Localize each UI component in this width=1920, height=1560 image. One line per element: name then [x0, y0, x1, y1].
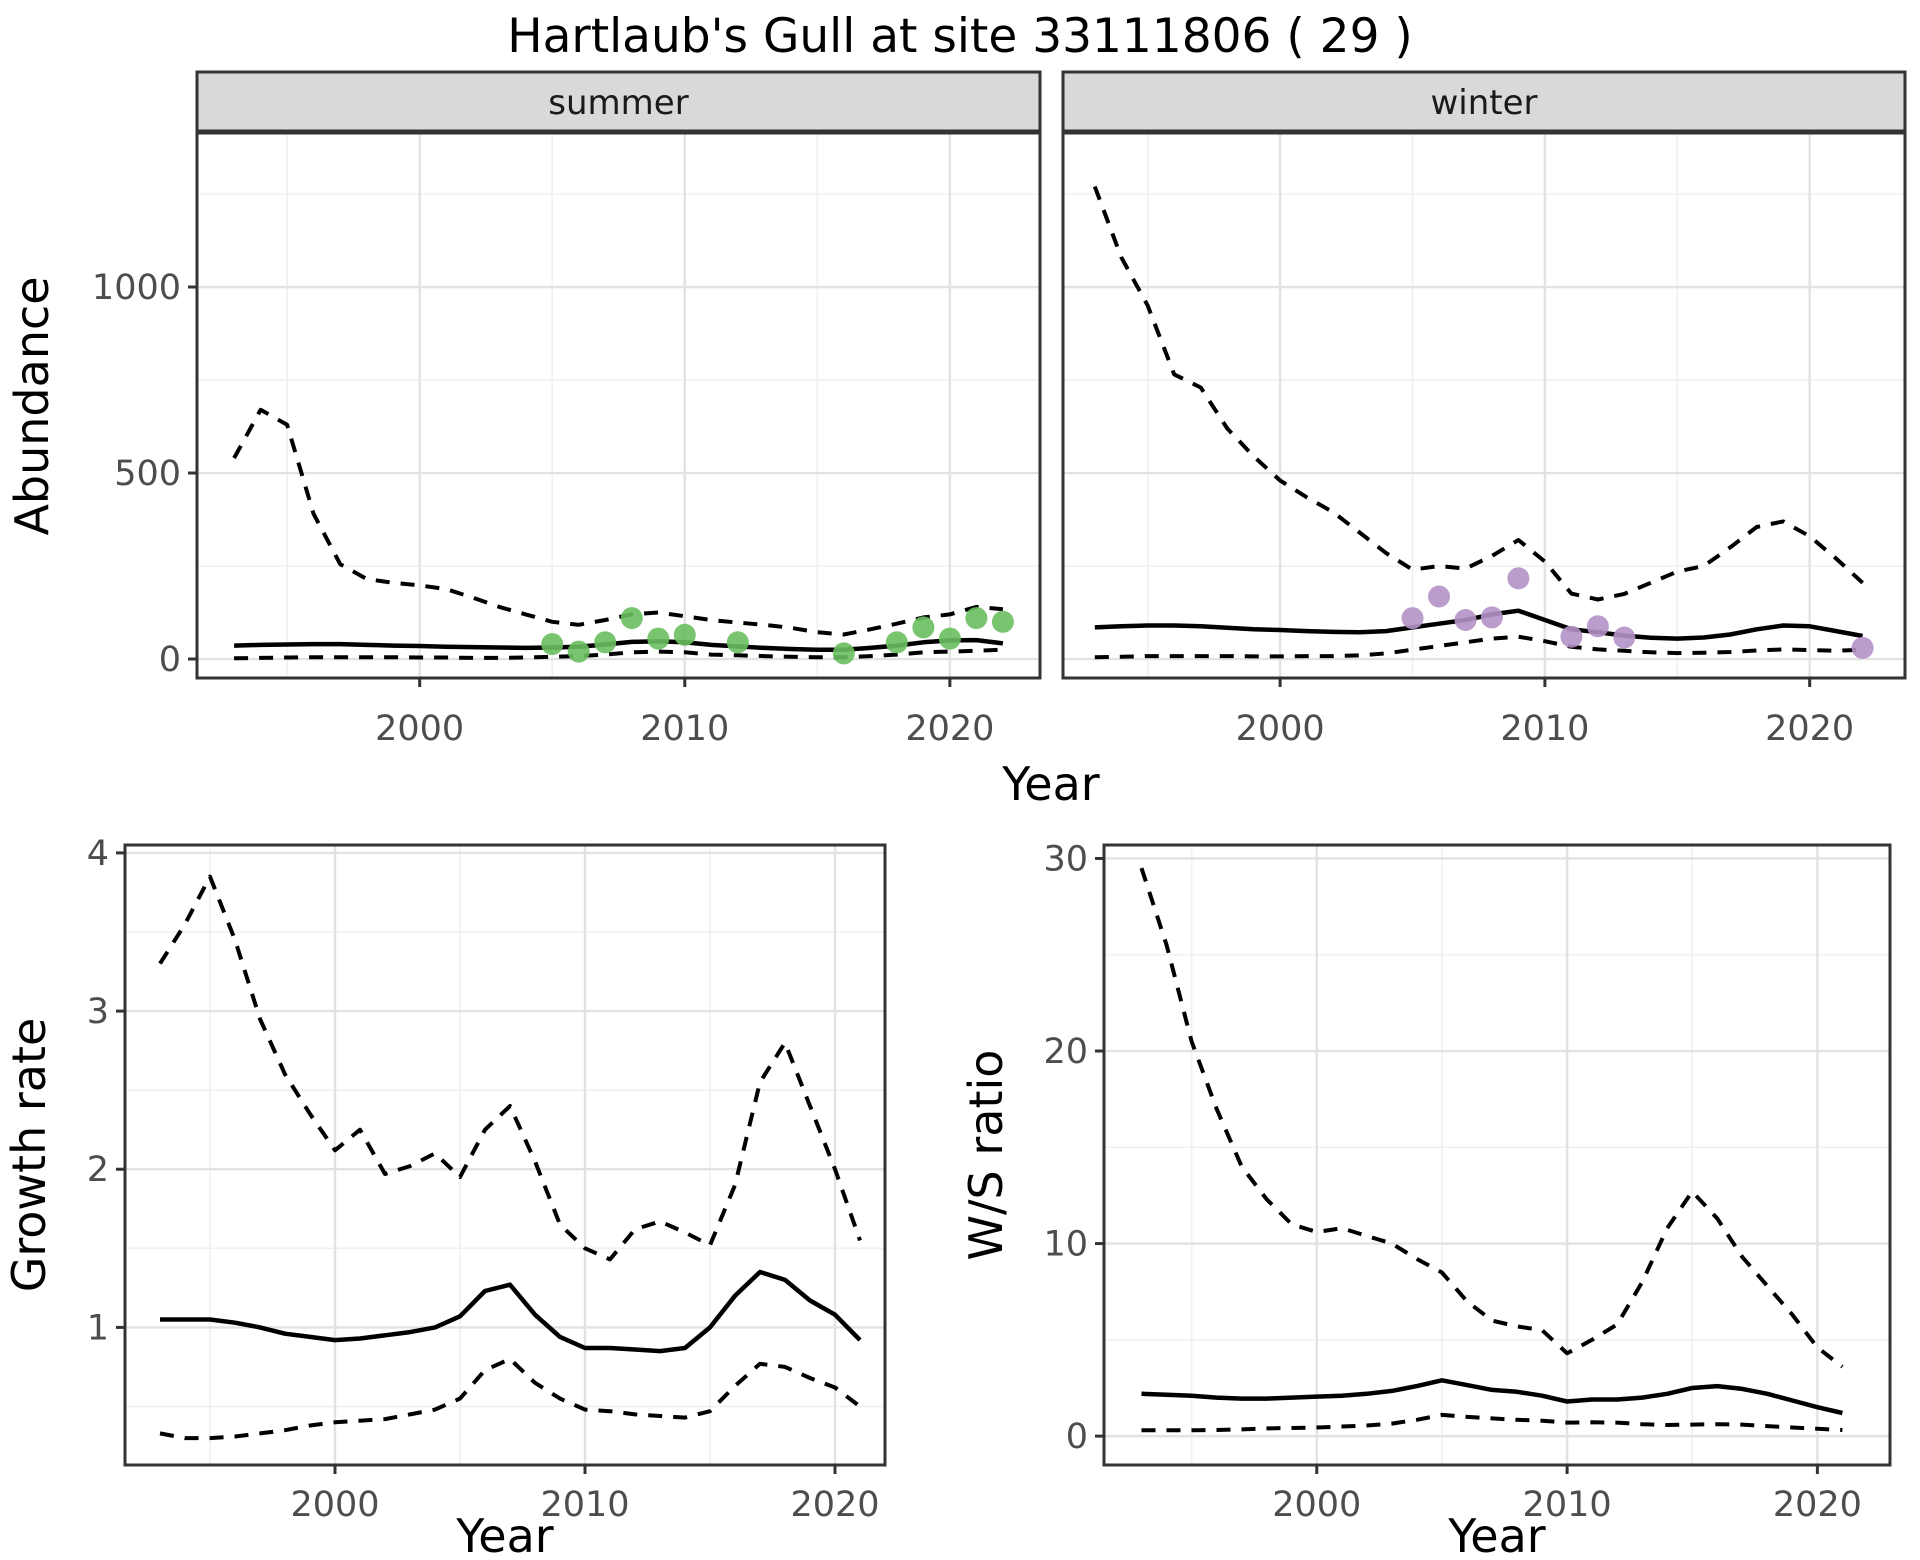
panel-ws-ratio: 2000 2010 2020 0 10 20 30 [1043, 839, 1892, 1525]
panel-border [195, 131, 1042, 680]
panel-border [1102, 843, 1892, 1467]
observation-point [647, 627, 670, 650]
y-tick-label: 4 [87, 834, 109, 874]
facet-strip-label: winter [1430, 83, 1537, 123]
observation-point [1613, 626, 1636, 649]
observation-point [1586, 615, 1609, 638]
upper-credible-line [158, 874, 862, 1262]
observation-point [885, 631, 908, 654]
y-tick-label: 2 [87, 1150, 109, 1190]
x-tick-label: 2010 [1523, 1485, 1612, 1525]
plot-title: Hartlaub's Gull at site 33111806 ( 29 ) [507, 9, 1413, 64]
panel-border [123, 843, 887, 1467]
observation-point [541, 633, 564, 656]
panel-background [125, 845, 885, 1465]
y-tick-label: 1 [87, 1308, 109, 1348]
y-tick-label: 3 [87, 992, 109, 1032]
x-tick-label: 2020 [790, 1485, 879, 1525]
top-x-axis-title: Year [1001, 757, 1099, 811]
x-tick-label: 2020 [905, 709, 994, 749]
observation-point [1851, 636, 1874, 659]
y-tick-label: 500 [114, 454, 181, 494]
observation-point [594, 631, 617, 654]
median-line [1094, 608, 1864, 641]
observation-point [912, 616, 935, 639]
lower-credible-line [1094, 634, 1863, 660]
growth-rate-x-axis-title: Year [455, 1509, 553, 1560]
facet-strip-label: summer [548, 83, 688, 123]
abundance-y-axis-title: Abundance [5, 276, 59, 535]
panel-abundance-summer: summer 2000 2010 2020 0 500 1000 [92, 70, 1042, 749]
upper-credible-line [1092, 185, 1864, 602]
x-tick-label: 2000 [1236, 709, 1325, 749]
x-tick-label: 2010 [640, 709, 729, 749]
observation-point [991, 610, 1014, 633]
y-tick-label: 0 [1066, 1417, 1088, 1457]
x-tick-label: 2020 [1773, 1485, 1862, 1525]
observation-point [567, 640, 590, 663]
observation-point [1480, 606, 1503, 629]
growth-rate-y-axis-title: Growth rate [2, 1018, 56, 1293]
ws-ratio-y-axis-title: W/S ratio [959, 1050, 1013, 1261]
lower-credible-line [234, 647, 1003, 661]
y-tick-label: 0 [159, 640, 181, 680]
median-line [234, 637, 1004, 652]
observation-point [1454, 609, 1477, 631]
panel-background [1063, 133, 1905, 678]
observation-point [1428, 585, 1450, 608]
x-tick-label: 2020 [1765, 709, 1854, 749]
lower-credible-line [159, 1357, 862, 1441]
panel-background [1104, 845, 1890, 1465]
observation-point [938, 627, 961, 650]
panel-background [197, 133, 1040, 678]
observation-point [1507, 567, 1530, 590]
observation-point [1560, 625, 1583, 648]
observation-point [673, 623, 696, 646]
facet-strip [195, 70, 1042, 133]
panel-abundance-winter: winter 2000 2010 2020 [1061, 70, 1907, 749]
median-line [1141, 1378, 1843, 1416]
observation-point [1401, 607, 1424, 630]
upper-credible-line [232, 407, 1004, 637]
observation-point [726, 631, 749, 654]
x-tick-label: 2010 [1500, 709, 1589, 749]
x-tick-label: 2000 [375, 709, 464, 749]
y-tick-label: 30 [1043, 839, 1088, 879]
x-tick-label: 2010 [540, 1485, 629, 1525]
x-tick-label: 2000 [290, 1485, 379, 1525]
panel-growth: 2000 2010 2020 1 2 3 4 [87, 834, 887, 1525]
y-tick-label: 1000 [92, 268, 181, 308]
median-line [160, 1269, 862, 1354]
observation-point [620, 607, 643, 630]
panel-border [1061, 131, 1907, 680]
x-tick-label: 2000 [1272, 1485, 1361, 1525]
observation-point [832, 642, 855, 665]
observation-point [965, 607, 988, 630]
y-tick-label: 20 [1043, 1032, 1088, 1072]
facet-strip [1061, 70, 1907, 133]
ws-ratio-x-axis-title: Year [1447, 1509, 1545, 1560]
lower-credible-line [1141, 1412, 1843, 1433]
y-tick-label: 10 [1043, 1225, 1088, 1265]
